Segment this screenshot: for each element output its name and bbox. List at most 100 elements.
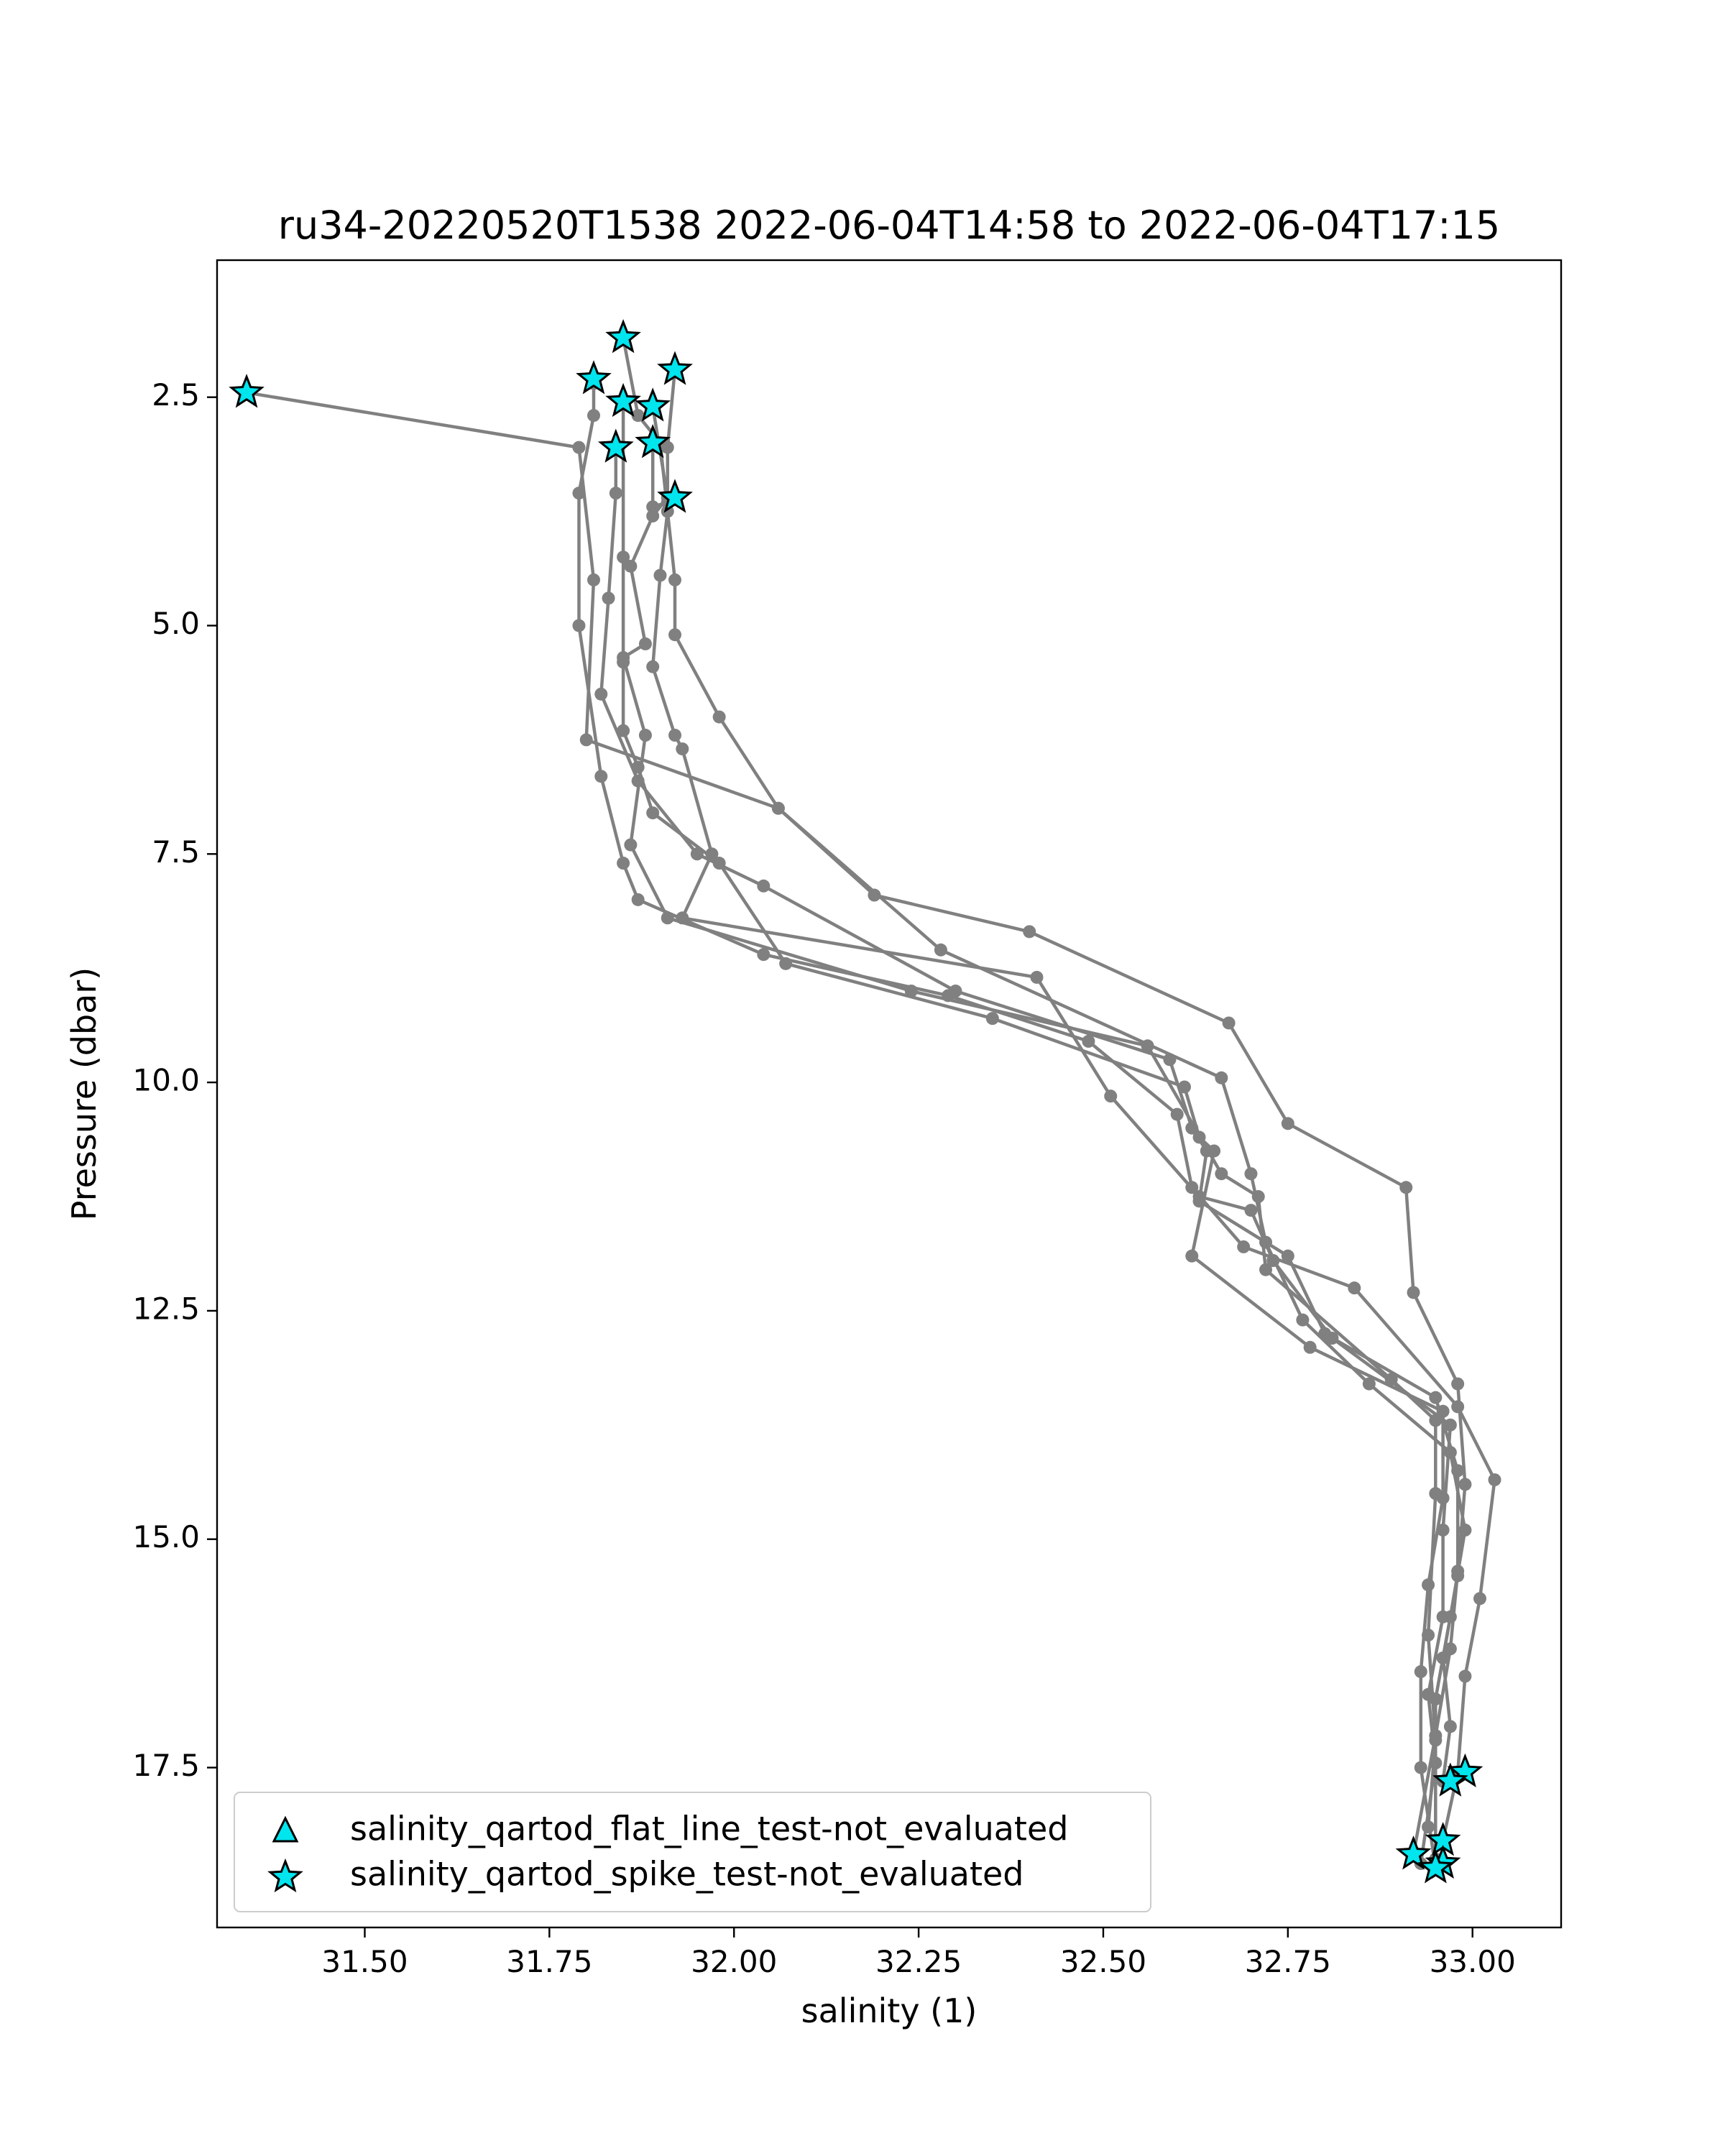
profile-line: [621, 406, 1438, 1828]
profile-point: [1170, 1107, 1184, 1121]
profile-point: [1429, 1487, 1443, 1501]
x-axis-label: salinity (1): [801, 1991, 978, 2030]
profile-point: [661, 441, 674, 454]
spike-test-star-marker: [229, 374, 264, 408]
profile-point: [1266, 1254, 1280, 1267]
profile-point: [646, 806, 660, 820]
profile-point: [1244, 1167, 1258, 1181]
profile-point: [676, 911, 689, 925]
spike-test-star-marker: [657, 351, 693, 385]
profile-point: [1429, 1414, 1443, 1427]
legend-triangle-marker-icon: [272, 1815, 299, 1843]
profile-line: [650, 369, 1453, 1864]
profile-point: [1082, 1034, 1095, 1048]
profile-line: [246, 391, 1467, 1782]
profile-point: [1407, 1286, 1420, 1299]
legend: salinity_qartod_flat_line_test-not_evalu…: [234, 1792, 1151, 1912]
profile-line: [621, 402, 1445, 1869]
profile-point: [624, 838, 638, 852]
x-tick-label: 32.50: [1060, 1944, 1146, 1979]
profile-point: [668, 573, 682, 586]
profile-point: [1429, 1733, 1443, 1747]
spike-test-star-marker: [657, 479, 693, 513]
spike-test-star-marker: [635, 424, 671, 459]
profile-point: [757, 879, 770, 893]
profile-line: [621, 337, 1467, 1859]
profile-point: [1362, 1377, 1376, 1391]
profile-point: [1303, 1340, 1317, 1354]
chart-title: ru34-20220520T1538 2022-06-04T14:58 to 2…: [278, 203, 1500, 248]
profile-point: [609, 487, 622, 500]
profile-point: [646, 509, 660, 522]
profile-point: [624, 559, 638, 573]
profile-point: [631, 409, 645, 423]
profile-point: [904, 984, 918, 998]
profile-point: [1443, 1445, 1457, 1459]
profile-point: [1414, 1665, 1427, 1679]
profile-point: [617, 724, 630, 737]
spike-test-star-marker: [1432, 1762, 1468, 1797]
profile-point: [1399, 1181, 1413, 1194]
profile-point: [1259, 1263, 1273, 1276]
profile-point: [631, 760, 645, 774]
profile-point: [868, 888, 881, 902]
profile-point: [1215, 1071, 1228, 1084]
profile-point: [572, 619, 586, 632]
legend-label-spike: salinity_qartod_spike_test-not_evaluated: [350, 1855, 1024, 1894]
profile-point: [1208, 1144, 1221, 1158]
profile-point: [646, 500, 660, 514]
spike-test-star-marker: [635, 387, 671, 422]
profile-point: [617, 857, 630, 870]
profile-point: [1458, 1524, 1472, 1537]
profile-point: [985, 1012, 999, 1026]
legend-frame: [234, 1792, 1151, 1912]
profile-point: [1451, 1464, 1465, 1478]
y-tick-label: 7.5: [152, 834, 200, 870]
profile-point: [1422, 1578, 1435, 1592]
profile-point: [1436, 1524, 1450, 1537]
profile-point: [631, 774, 645, 788]
profile-line: [599, 447, 1460, 1855]
axis-ticks: 31.50 31.75 32.00 32.25 32.50 32.75 33.00 2.5 5.…: [132, 377, 1515, 1979]
profile-point: [1473, 1592, 1486, 1606]
profile-point: [1259, 1235, 1273, 1249]
profile-point: [668, 729, 682, 742]
x-tick-label: 33.00: [1430, 1944, 1516, 1979]
profile-point: [587, 573, 601, 586]
profile-point: [1436, 1651, 1450, 1664]
profile-point: [1443, 1418, 1457, 1432]
profile-point: [1451, 1400, 1465, 1414]
profile-point: [1451, 1377, 1465, 1391]
profile-point: [1215, 1167, 1228, 1181]
x-tick-label: 31.75: [506, 1944, 592, 1979]
y-tick-label: 12.5: [132, 1291, 200, 1326]
profile-point: [1422, 1628, 1435, 1642]
profile-point: [1281, 1117, 1294, 1130]
profile-point: [779, 957, 793, 970]
profile-point: [1422, 1687, 1435, 1701]
profile-point: [1325, 1332, 1339, 1345]
profile-point: [594, 687, 608, 701]
profile-point: [1251, 1190, 1265, 1204]
profile-point: [1348, 1281, 1361, 1295]
legend-label-flat-line: salinity_qartod_flat_line_test-not_evalu…: [350, 1810, 1068, 1848]
profile-point: [587, 409, 601, 423]
profile-lines: [246, 337, 1496, 1869]
profile-point: [661, 911, 674, 925]
profile-point: [617, 650, 630, 664]
profile-point: [1384, 1373, 1398, 1386]
x-tick-label: 32.00: [691, 1944, 777, 1979]
y-axis-label: Pressure (dbar): [65, 967, 104, 1220]
profile-point: [638, 637, 652, 650]
profile-point: [646, 660, 660, 673]
profile-points: [240, 331, 1501, 1875]
profile-point: [653, 568, 667, 582]
profile-point: [631, 893, 645, 906]
x-tick-label: 32.25: [875, 1944, 962, 1979]
profile-point: [1429, 1391, 1443, 1404]
profile-point: [1185, 1249, 1199, 1263]
profile-point: [1104, 1089, 1118, 1103]
profile-point: [1192, 1190, 1206, 1204]
spike-test-star-marker: [605, 382, 641, 418]
